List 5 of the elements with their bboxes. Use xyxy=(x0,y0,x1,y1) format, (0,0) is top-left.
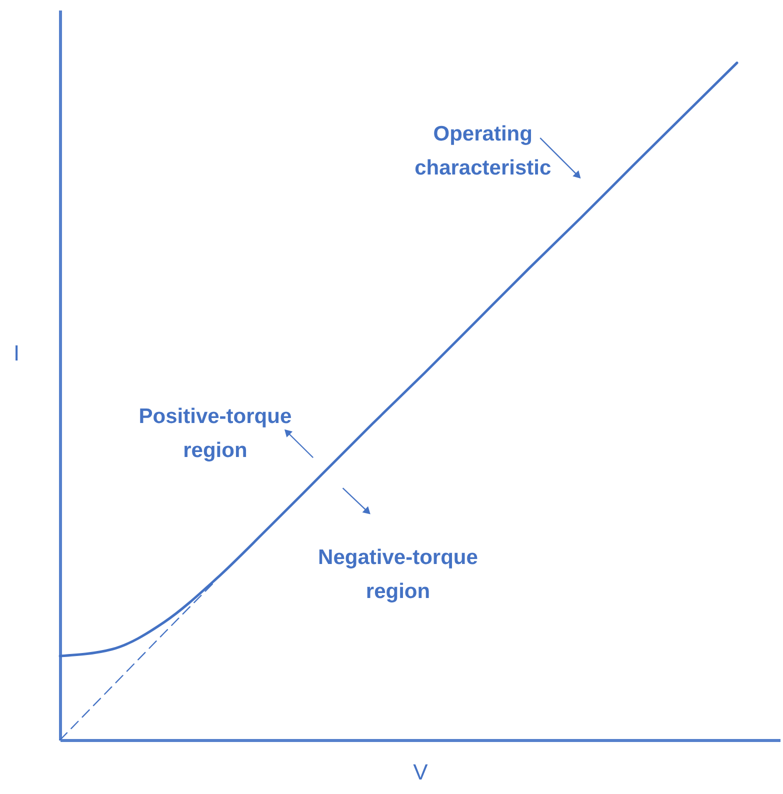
annotation: Negative-torque region xyxy=(318,546,478,603)
annotation: Positive-torque region xyxy=(138,404,292,462)
y-axis-title: I xyxy=(13,340,20,366)
annotation: Operating characteristic xyxy=(414,122,552,180)
x-axis-title: V xyxy=(413,760,428,784)
